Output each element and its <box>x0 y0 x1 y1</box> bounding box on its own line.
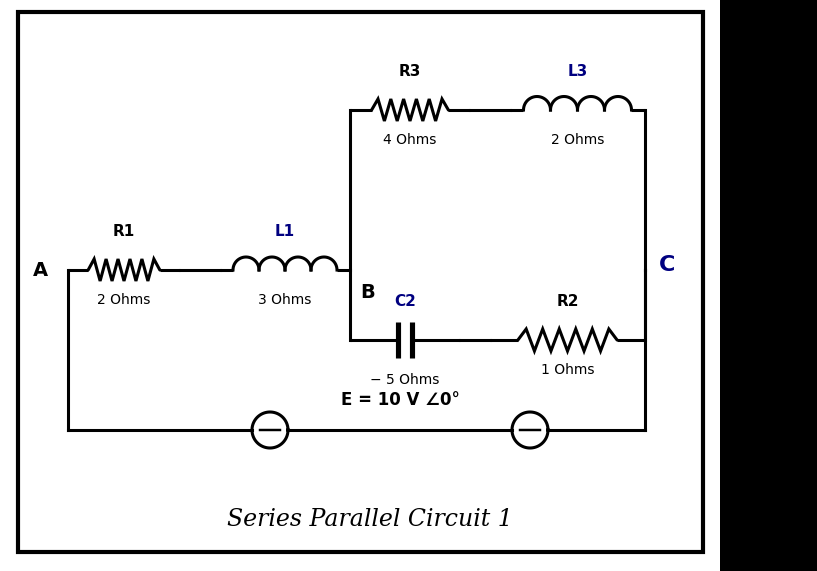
Text: E = 10 V ∠0°: E = 10 V ∠0° <box>341 391 459 409</box>
Text: R3: R3 <box>399 65 422 79</box>
Text: 4 Ohms: 4 Ohms <box>383 133 437 147</box>
Text: C2: C2 <box>394 295 416 309</box>
Text: L1: L1 <box>275 224 295 239</box>
Bar <box>0 0 720 571</box>
Text: Series Parallel Circuit 1: Series Parallel Circuit 1 <box>227 509 513 532</box>
Bar <box>18 12 703 552</box>
Bar <box>720 0 817 571</box>
Text: − 5 Ohms: − 5 Ohms <box>370 373 440 387</box>
Text: 2 Ohms: 2 Ohms <box>551 133 605 147</box>
Text: R1: R1 <box>113 224 135 239</box>
Text: 1 Ohms: 1 Ohms <box>541 363 594 377</box>
Text: R2: R2 <box>556 295 578 309</box>
Text: A: A <box>33 260 47 279</box>
Text: B: B <box>360 283 375 301</box>
Text: 3 Ohms: 3 Ohms <box>258 293 312 307</box>
Text: C: C <box>659 255 675 275</box>
Text: L3: L3 <box>567 65 587 79</box>
Text: 2 Ohms: 2 Ohms <box>97 293 150 307</box>
